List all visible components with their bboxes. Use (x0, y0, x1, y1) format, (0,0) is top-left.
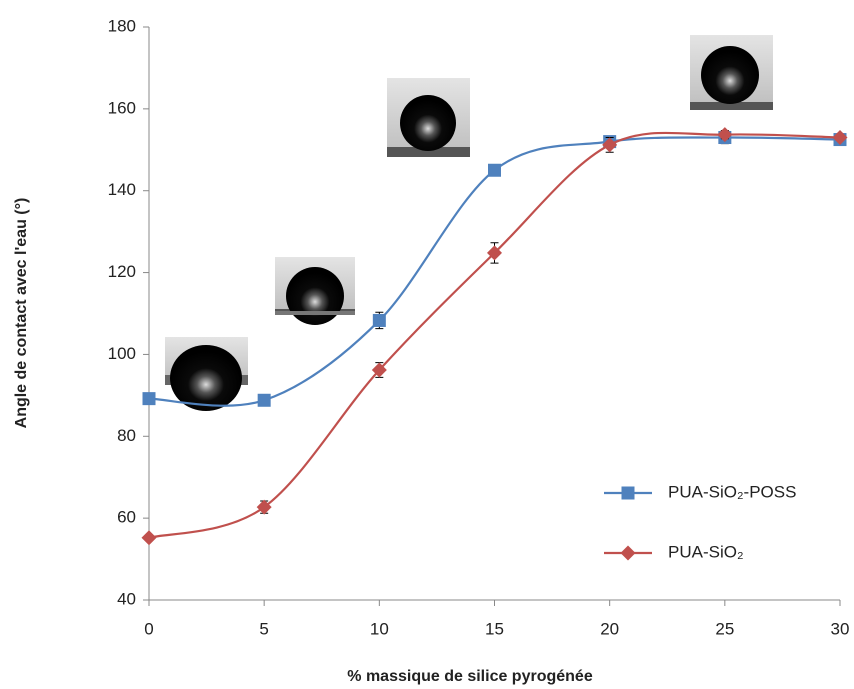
legend-marker (620, 545, 636, 561)
y-tick-label: 120 (108, 262, 136, 281)
droplet-photo (275, 257, 355, 325)
legend-label: PUA-SiO₂ (668, 542, 744, 561)
y-axis-title: Angle de contact avec l'eau (°) (13, 198, 30, 429)
y-tick-label: 160 (108, 98, 136, 117)
marker (372, 313, 386, 327)
x-tick-label: 10 (370, 619, 389, 638)
marker (832, 130, 848, 146)
x-tick-label: 20 (600, 619, 619, 638)
x-axis-title: % massique de silice pyrogénée (347, 668, 593, 685)
y-tick-label: 60 (117, 508, 136, 527)
y-tick-label: 40 (117, 589, 136, 608)
marker (488, 163, 501, 177)
x-tick-label: 30 (831, 619, 850, 638)
legend-label: PUA-SiO₂-POSS (668, 482, 796, 501)
marker (141, 530, 157, 546)
marker (256, 499, 272, 515)
x-tick-label: 15 (485, 619, 504, 638)
y-tick-label: 140 (108, 180, 136, 199)
marker (602, 137, 618, 153)
droplet-photo (387, 78, 470, 157)
marker (257, 393, 271, 407)
y-tick-label: 80 (117, 426, 136, 445)
marker (717, 127, 733, 143)
x-tick-label: 25 (715, 619, 734, 638)
marker (487, 245, 502, 261)
droplet-photos (165, 35, 773, 411)
y-tick-label: 100 (108, 344, 136, 363)
droplet-photo (165, 337, 248, 411)
y-tick-label: 180 (108, 16, 136, 35)
series-line (148, 136, 841, 407)
series-line (148, 131, 841, 539)
legend-marker (621, 486, 635, 500)
droplet-photo (690, 35, 773, 110)
marker (142, 392, 156, 406)
x-tick-label: 0 (144, 619, 153, 638)
x-tick-label: 5 (259, 619, 268, 638)
marker (371, 362, 387, 378)
